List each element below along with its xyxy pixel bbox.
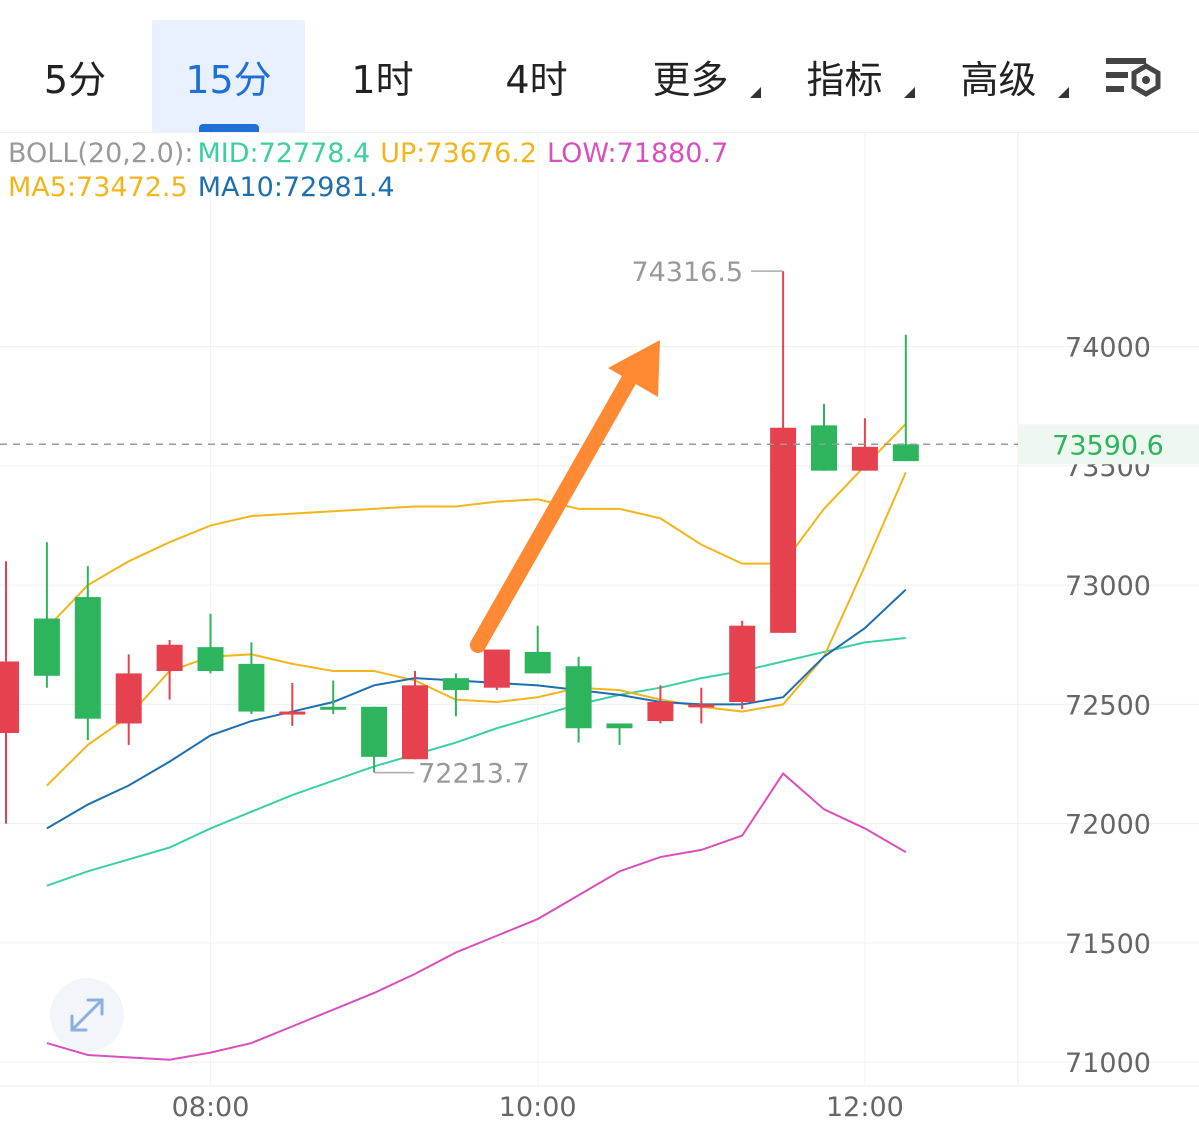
ma-legend: MA5:73472.5 MA10:72981.4 [8, 172, 405, 203]
x-tick-label: 12:00 [826, 1092, 904, 1123]
tab-label: 15分 [185, 57, 272, 102]
tab-1h[interactable]: 1时 [306, 20, 459, 132]
candle-body [197, 647, 224, 672]
high-price-label: 74316.5 [631, 257, 743, 288]
tab-advanced[interactable]: 高级 [922, 20, 1075, 132]
candle-body [115, 673, 142, 724]
tab-label: 1时 [351, 57, 414, 102]
tab-label: 更多 [652, 57, 729, 102]
tab-label: 高级 [960, 57, 1037, 102]
y-tick-label: 71500 [1065, 929, 1151, 960]
tab-more[interactable]: 更多 [614, 20, 767, 132]
y-tick-label: 71000 [1065, 1048, 1151, 1079]
series-line-ma10 [46, 588, 907, 830]
series-line-low [46, 772, 907, 1061]
candle-body [0, 661, 19, 734]
candle-body [74, 597, 101, 719]
series-line-mid [46, 637, 906, 887]
current-price-label: 73590.6 [1052, 430, 1164, 461]
y-tick-label: 74000 [1065, 333, 1151, 364]
tab-4h[interactable]: 4时 [460, 20, 613, 132]
candle-body [606, 723, 633, 729]
tab-5m[interactable]: 5分 [0, 20, 150, 132]
candle-body [442, 678, 469, 691]
candle-body [279, 711, 306, 715]
y-tick-label: 72000 [1065, 810, 1151, 841]
chart-settings-icon[interactable] [1100, 48, 1166, 108]
candle-body [524, 651, 551, 674]
tab-label: 4时 [505, 57, 568, 102]
tab-label: 指标 [806, 57, 883, 102]
candle-body [565, 666, 592, 729]
candle-body [238, 663, 265, 712]
annotation-arrow-shaft [470, 370, 638, 653]
current-price-tag [1018, 424, 1199, 465]
y-tick-label: 73000 [1065, 571, 1151, 602]
annotation-arrow-head [608, 340, 660, 397]
candle-body [402, 685, 428, 760]
active-tab-indicator [198, 124, 259, 132]
expand-chart-button[interactable] [50, 978, 124, 1052]
tab-indicators[interactable]: 指标 [768, 20, 921, 132]
tab-label: 5分 [43, 57, 107, 102]
candle-body [892, 444, 919, 462]
candle-body [33, 618, 60, 676]
candle-body [320, 706, 347, 710]
candle-body [647, 702, 674, 722]
candle-body [688, 704, 715, 708]
boll-low-value: LOW:71880.7 [547, 138, 729, 169]
dropdown-caret-icon [904, 87, 915, 98]
series-line-ma5 [46, 472, 907, 787]
y-tick-label: 72500 [1065, 690, 1151, 721]
candle-body [811, 425, 837, 471]
dropdown-caret-icon [750, 87, 761, 98]
candle-body [156, 644, 183, 672]
candle-body [729, 625, 756, 703]
candle-body [361, 706, 388, 757]
x-tick-label: 08:00 [172, 1092, 250, 1123]
candle-body [851, 446, 878, 471]
boll-label: BOLL(20,2.0): [8, 138, 194, 169]
candle-body [483, 649, 510, 688]
boll-legend: BOLL(20,2.0): MID:72778.4 UP:73676.2 LOW:71… [8, 138, 738, 169]
dropdown-caret-icon [1058, 87, 1069, 98]
low-price-label: 72213.7 [418, 759, 530, 790]
boll-mid-value: MID:72778.4 [197, 138, 371, 169]
series-line-up [46, 423, 907, 629]
tab-15m[interactable]: 15分 [152, 20, 305, 132]
x-tick-label: 10:00 [499, 1092, 577, 1123]
ma10-value: MA10:72981.4 [197, 172, 395, 203]
interval-tab-bar: 5分 15分 1时 4时 更多 指标 高级 [0, 0, 1199, 133]
ma5-value: MA5:73472.5 [8, 172, 188, 203]
boll-up-value: UP:73676.2 [380, 138, 538, 169]
candle-body [770, 427, 797, 633]
expand-arrows-icon [70, 998, 104, 1032]
